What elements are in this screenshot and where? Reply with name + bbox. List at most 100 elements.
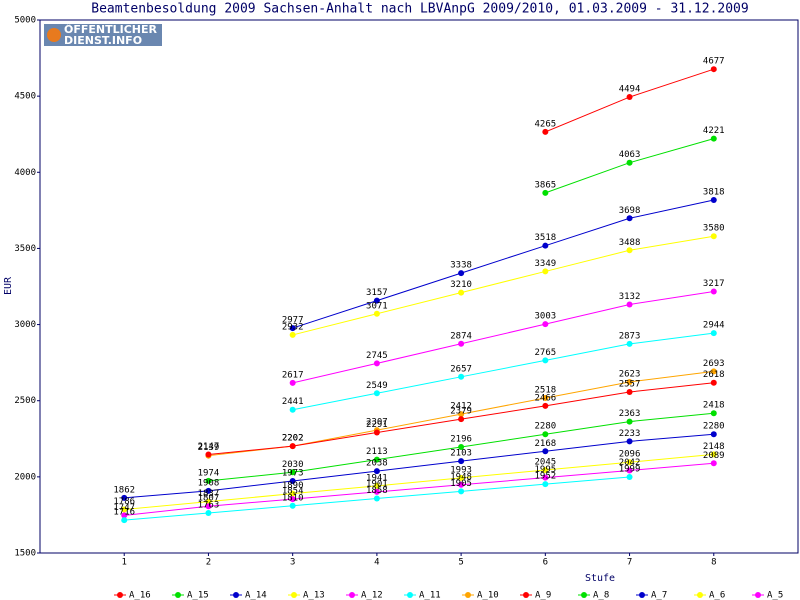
data-label: 3698 — [619, 206, 641, 216]
x-tick-label: 5 — [458, 558, 463, 568]
legend-marker — [755, 592, 761, 598]
legend-label: A_16 — [129, 591, 151, 600]
data-point — [710, 233, 717, 240]
data-point — [542, 474, 549, 481]
data-label: 3210 — [450, 280, 472, 290]
data-label: 1747 — [113, 503, 135, 513]
data-label: 1901 — [366, 479, 388, 489]
data-label: 2233 — [619, 429, 641, 439]
legend-label: A_13 — [303, 591, 325, 600]
data-label: 2549 — [366, 381, 388, 391]
data-point — [710, 288, 717, 295]
data-point — [710, 197, 717, 204]
data-label: 2113 — [366, 447, 388, 457]
legend-marker — [465, 592, 471, 598]
x-tick-label: 2 — [206, 558, 211, 568]
data-point — [205, 509, 212, 516]
data-point — [458, 458, 465, 465]
x-tick-label: 8 — [711, 558, 716, 568]
data-point — [458, 444, 465, 451]
y-tick-label: 3000 — [14, 320, 36, 330]
data-point — [542, 242, 549, 249]
legend-marker — [291, 592, 297, 598]
data-point — [710, 379, 717, 386]
data-point — [710, 431, 717, 438]
data-label: 1908 — [198, 478, 220, 488]
data-label: 2765 — [534, 348, 556, 358]
data-point — [542, 448, 549, 455]
data-point — [710, 330, 717, 337]
data-point — [289, 325, 296, 332]
data-label: 1999 — [619, 465, 641, 475]
data-point — [373, 310, 380, 317]
legend-label: A_5 — [767, 591, 783, 600]
data-label: 2693 — [703, 359, 725, 369]
data-label: 4221 — [703, 126, 725, 136]
data-point — [626, 467, 633, 474]
x-tick-label: 6 — [543, 558, 548, 568]
data-label: 2291 — [366, 420, 388, 430]
data-label: 2030 — [282, 460, 304, 470]
data-label: 2657 — [450, 364, 472, 374]
data-label: 1905 — [450, 479, 472, 489]
data-label: 2042 — [619, 458, 641, 468]
data-point — [542, 394, 549, 401]
data-label: 4677 — [703, 57, 725, 67]
y-axis-label: EUR — [3, 276, 14, 295]
data-label: 2623 — [619, 369, 641, 379]
data-point — [626, 378, 633, 385]
data-point — [373, 456, 380, 463]
data-label: 3217 — [703, 279, 725, 289]
legend-label: A_8 — [593, 591, 609, 600]
data-point — [626, 301, 633, 308]
data-point — [458, 289, 465, 296]
legend-label: A_7 — [651, 591, 667, 600]
data-point — [121, 512, 128, 519]
legend-marker — [523, 592, 529, 598]
data-point — [289, 406, 296, 413]
data-label: 1862 — [113, 485, 135, 495]
data-label: 3132 — [619, 292, 641, 302]
data-label: 2617 — [282, 370, 304, 380]
data-label: 1858 — [366, 486, 388, 496]
data-label: 3865 — [534, 180, 556, 190]
data-point — [373, 495, 380, 502]
legend-marker — [639, 592, 645, 598]
x-tick-label: 1 — [122, 558, 127, 568]
data-point — [458, 340, 465, 347]
data-label: 2139 — [198, 443, 220, 453]
data-label: 1810 — [282, 493, 304, 503]
data-label: 1941 — [366, 473, 388, 483]
series-line — [292, 199, 714, 329]
legend-marker — [175, 592, 181, 598]
data-label: 2280 — [534, 422, 556, 432]
y-tick-label: 1500 — [14, 549, 36, 559]
data-point — [458, 481, 465, 488]
data-point — [710, 460, 717, 467]
data-label: 1837 — [198, 489, 220, 499]
data-point — [205, 487, 212, 494]
data-point — [121, 517, 128, 524]
data-point — [289, 496, 296, 503]
legend-label: A_12 — [361, 591, 383, 600]
y-tick-label: 5000 — [14, 16, 36, 26]
legend-marker — [233, 592, 239, 598]
data-point — [458, 416, 465, 423]
data-label: 2089 — [703, 451, 725, 461]
data-label: 2618 — [703, 370, 725, 380]
y-tick-label: 2500 — [14, 396, 36, 406]
data-label: 1763 — [198, 500, 220, 510]
data-label: 2944 — [703, 321, 725, 331]
data-point — [289, 490, 296, 497]
series-line — [124, 433, 714, 499]
data-label: 2038 — [366, 459, 388, 469]
legend-label: A_14 — [245, 591, 267, 600]
data-label: 1973 — [282, 468, 304, 478]
data-point — [626, 215, 633, 222]
data-label: 1854 — [282, 487, 304, 497]
data-point — [458, 474, 465, 481]
legend-marker — [349, 592, 355, 598]
data-point — [542, 321, 549, 328]
series-line — [292, 291, 714, 384]
legend-label: A_10 — [477, 591, 499, 600]
